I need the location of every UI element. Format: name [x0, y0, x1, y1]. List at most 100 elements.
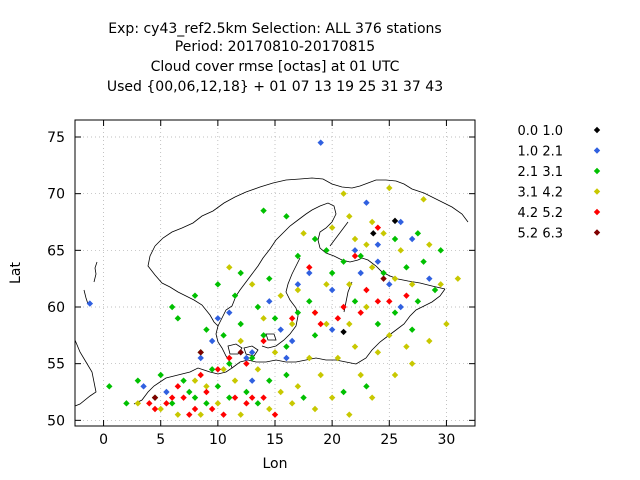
data-point: [329, 270, 335, 276]
legend: 0.0 1.01.0 2.12.1 3.13.1 4.24.2 5.25.2 6…: [518, 124, 601, 242]
data-point: [289, 315, 295, 321]
data-point: [363, 383, 369, 389]
data-point: [220, 332, 226, 338]
data-point: [283, 213, 289, 219]
data-point: [249, 377, 255, 383]
y-tick-label: 65: [47, 243, 65, 259]
data-point: [272, 315, 278, 321]
data-point: [238, 270, 244, 276]
x-tick-label: 10: [209, 432, 227, 448]
data-point: [278, 292, 284, 298]
data-point: [306, 264, 312, 270]
data-point: [432, 287, 438, 293]
data-point: [198, 372, 204, 378]
data-point: [180, 394, 186, 400]
legend-label: 0.0 1.0: [518, 124, 563, 139]
data-point: [278, 326, 284, 332]
data-point: [358, 372, 364, 378]
data-point: [152, 394, 158, 400]
data-point: [260, 394, 266, 400]
data-point: [192, 377, 198, 383]
data-point: [289, 321, 295, 327]
data-point: [380, 275, 386, 281]
y-tick-label: 60: [47, 300, 65, 316]
data-point: [403, 343, 409, 349]
data-point: [243, 389, 249, 395]
data-point: [306, 298, 312, 304]
data-point: [192, 292, 198, 298]
data-point: [175, 411, 181, 417]
data-point: [215, 281, 221, 287]
data-point: [123, 400, 129, 406]
legend-marker: [594, 229, 600, 235]
data-point: [238, 338, 244, 344]
data-point: [283, 343, 289, 349]
data-point: [272, 349, 278, 355]
data-point: [135, 377, 141, 383]
data-point: [260, 332, 266, 338]
data-point: [152, 406, 158, 412]
data-point: [220, 411, 226, 417]
data-point: [186, 411, 192, 417]
data-point: [169, 394, 175, 400]
data-point: [346, 321, 352, 327]
data-point: [232, 377, 238, 383]
data-point: [375, 349, 381, 355]
data-point: [318, 139, 324, 145]
data-point: [169, 400, 175, 406]
data-point: [455, 275, 461, 281]
data-point: [226, 394, 232, 400]
data-point: [203, 400, 209, 406]
data-point: [346, 213, 352, 219]
data-point: [266, 298, 272, 304]
data-point: [238, 321, 244, 327]
data-point: [295, 281, 301, 287]
data-point: [278, 389, 284, 395]
data-point: [158, 372, 164, 378]
grid-lines: [75, 120, 475, 426]
x-axis-label: Lon: [263, 456, 288, 472]
data-point: [375, 258, 381, 264]
x-tick-label: 0: [99, 432, 108, 448]
data-point: [243, 400, 249, 406]
x-tick-label: 25: [380, 432, 398, 448]
data-point: [203, 389, 209, 395]
data-point: [358, 309, 364, 315]
data-point: [398, 219, 404, 225]
data-point: [289, 338, 295, 344]
data-point: [398, 247, 404, 253]
data-point: [346, 411, 352, 417]
data-point: [312, 406, 318, 412]
data-point: [266, 275, 272, 281]
data-point: [438, 281, 444, 287]
data-point: [295, 309, 301, 315]
data-point: [369, 219, 375, 225]
data-point: [415, 230, 421, 236]
data-point: [255, 366, 261, 372]
data-point: [392, 372, 398, 378]
data-point: [283, 355, 289, 361]
data-point: [158, 406, 164, 412]
data-point: [329, 224, 335, 230]
data-point: [186, 389, 192, 395]
data-point: [255, 304, 261, 310]
data-point: [392, 309, 398, 315]
data-point: [375, 298, 381, 304]
data-point: [443, 321, 449, 327]
data-point: [283, 372, 289, 378]
x-tick-label: 30: [438, 432, 456, 448]
data-point: [215, 315, 221, 321]
legend-marker: [594, 168, 600, 174]
data-point: [363, 304, 369, 310]
data-point: [352, 343, 358, 349]
coastline-map: [75, 178, 468, 406]
data-point: [392, 236, 398, 242]
data-point: [215, 383, 221, 389]
data-point: [260, 315, 266, 321]
data-point: [323, 281, 329, 287]
data-point: [146, 400, 152, 406]
data-point: [375, 224, 381, 230]
x-tick-label: 15: [266, 432, 284, 448]
data-point: [226, 309, 232, 315]
data-point: [329, 287, 335, 293]
